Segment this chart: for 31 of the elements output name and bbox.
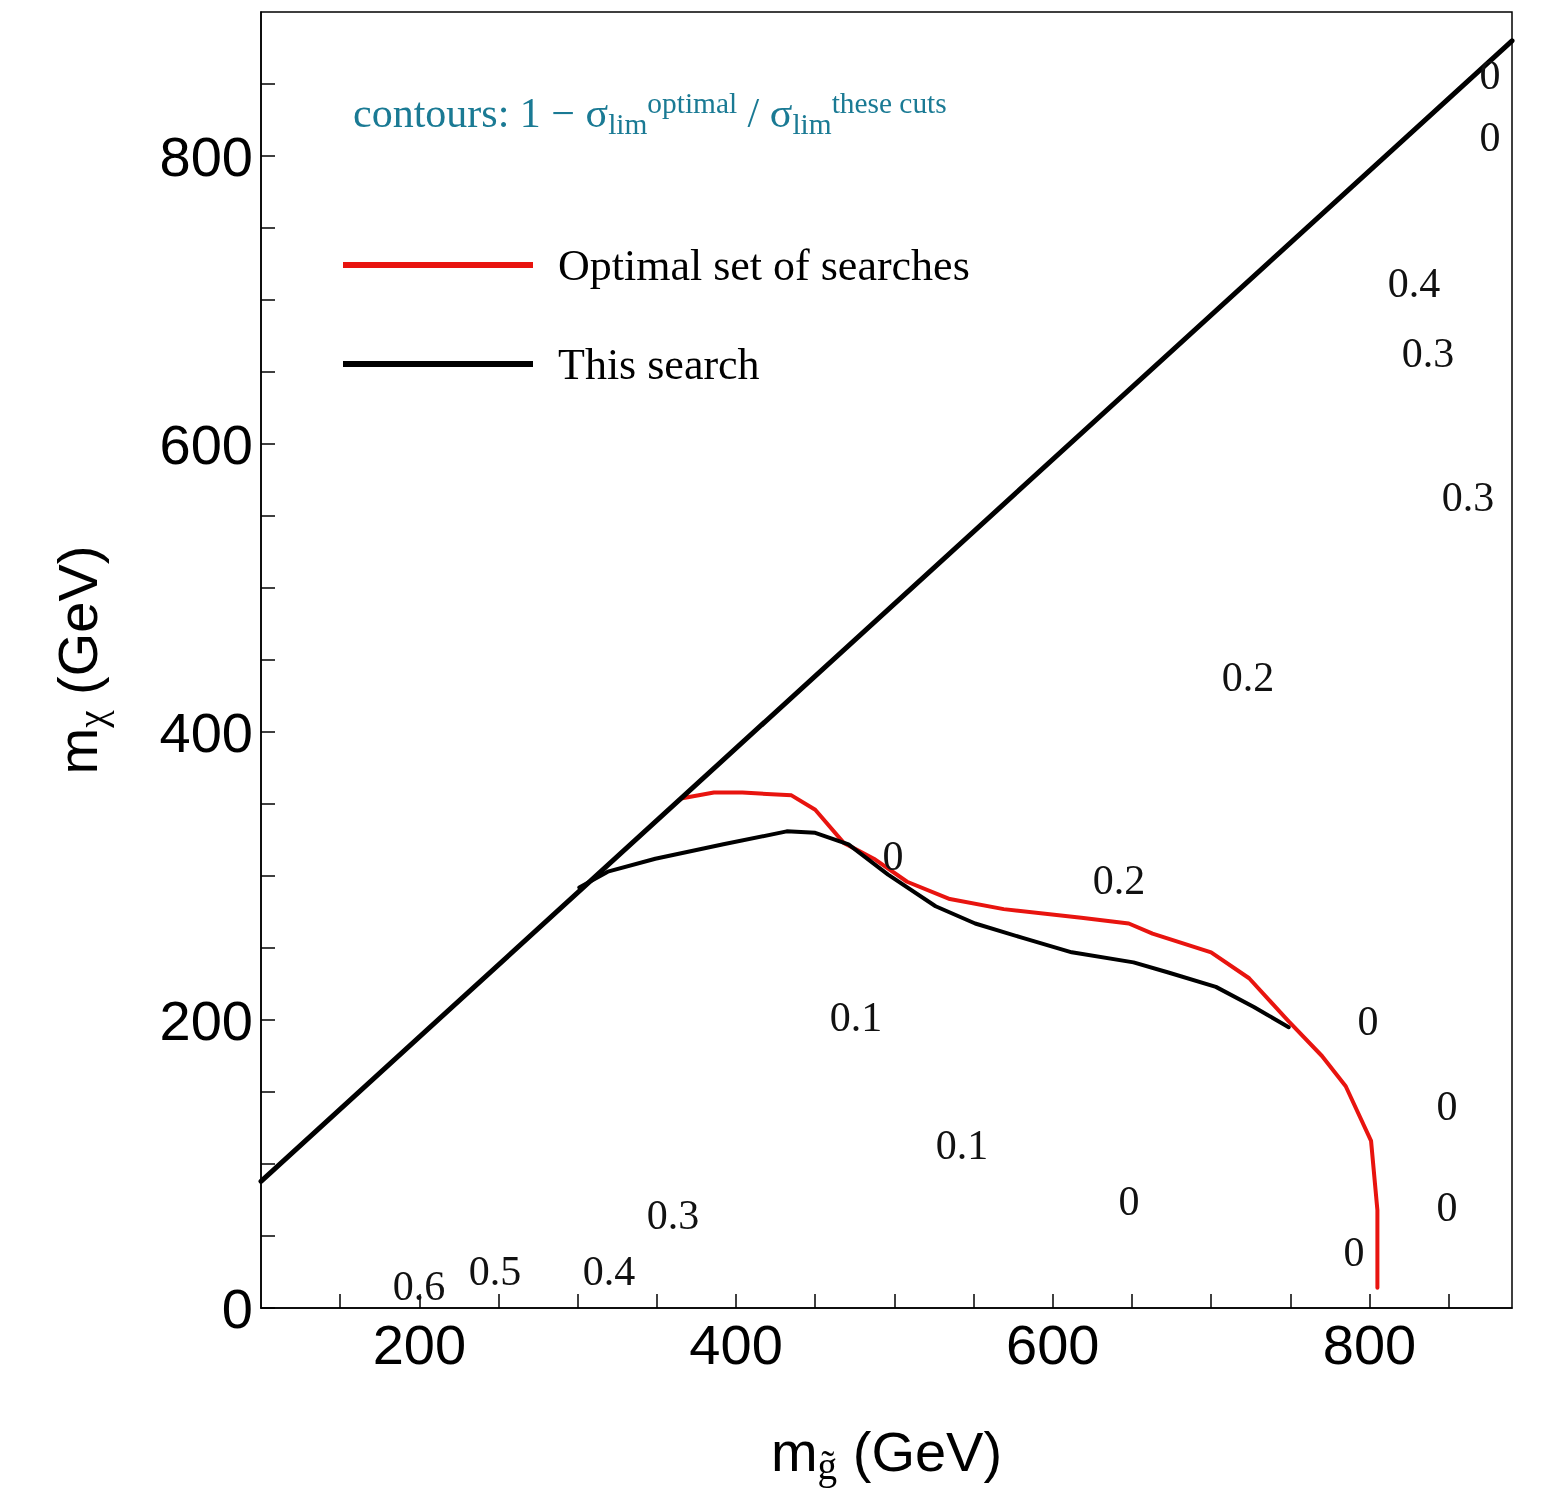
annotation: 0 — [1118, 1178, 1140, 1224]
annotation: 0 — [882, 833, 904, 879]
annotation: 0 — [1343, 1229, 1365, 1275]
x-tick-label: 600 — [1006, 1312, 1100, 1376]
y-tick-label: 200 — [159, 988, 253, 1052]
x-tick-label: 800 — [1322, 1312, 1417, 1376]
annotation: 0.4 — [582, 1248, 636, 1294]
annotation: 0.1 — [829, 994, 883, 1040]
annotation: 0.1 — [935, 1122, 989, 1168]
y-tick-label: 400 — [159, 700, 253, 764]
annotation: 0.5 — [468, 1248, 522, 1294]
annotation: 0.3 — [646, 1192, 700, 1238]
annotation: 0 — [1436, 1184, 1458, 1230]
annotation: 0 — [1479, 114, 1501, 160]
annotation: 0.3 — [1401, 330, 1455, 376]
annotation: 0.2 — [1221, 654, 1275, 700]
annotation: 0 — [1357, 998, 1379, 1044]
annotation: 0 — [1479, 52, 1501, 98]
x-tick-label: 400 — [689, 1312, 783, 1376]
annotation: 0.4 — [1387, 260, 1441, 306]
annotation: 0.2 — [1092, 857, 1146, 903]
x-tick-label: 200 — [372, 1312, 467, 1376]
y-tick-label: 0 — [221, 1276, 253, 1340]
y-tick-label: 800 — [159, 124, 253, 188]
legend-label: Optimal set of searches — [558, 240, 970, 290]
legend-label: This search — [558, 339, 760, 389]
y-tick-label: 600 — [159, 412, 253, 476]
annotation: 0.6 — [392, 1263, 446, 1309]
y-axis-title: mχ (GeV) — [46, 545, 114, 775]
annotation: 0 — [1436, 1083, 1458, 1129]
annotation: 0.3 — [1441, 474, 1495, 520]
